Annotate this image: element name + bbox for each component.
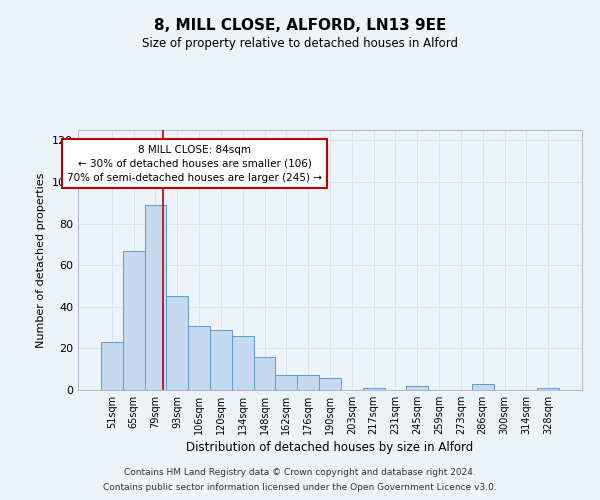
Bar <box>319 378 341 390</box>
Bar <box>210 330 232 390</box>
Bar <box>232 336 254 390</box>
Bar <box>406 386 428 390</box>
Text: 8 MILL CLOSE: 84sqm
← 30% of detached houses are smaller (106)
70% of semi-detac: 8 MILL CLOSE: 84sqm ← 30% of detached ho… <box>67 144 322 182</box>
Bar <box>363 388 385 390</box>
Text: Contains HM Land Registry data © Crown copyright and database right 2024.: Contains HM Land Registry data © Crown c… <box>124 468 476 477</box>
Bar <box>101 342 123 390</box>
Bar <box>254 356 275 390</box>
Bar <box>123 250 145 390</box>
X-axis label: Distribution of detached houses by size in Alford: Distribution of detached houses by size … <box>187 441 473 454</box>
Bar <box>297 376 319 390</box>
Bar <box>275 376 297 390</box>
Text: Size of property relative to detached houses in Alford: Size of property relative to detached ho… <box>142 38 458 51</box>
Bar <box>166 296 188 390</box>
Bar <box>188 326 210 390</box>
Bar <box>537 388 559 390</box>
Bar <box>472 384 494 390</box>
Text: 8, MILL CLOSE, ALFORD, LN13 9EE: 8, MILL CLOSE, ALFORD, LN13 9EE <box>154 18 446 32</box>
Y-axis label: Number of detached properties: Number of detached properties <box>37 172 46 348</box>
Bar <box>145 205 166 390</box>
Text: Contains public sector information licensed under the Open Government Licence v3: Contains public sector information licen… <box>103 483 497 492</box>
